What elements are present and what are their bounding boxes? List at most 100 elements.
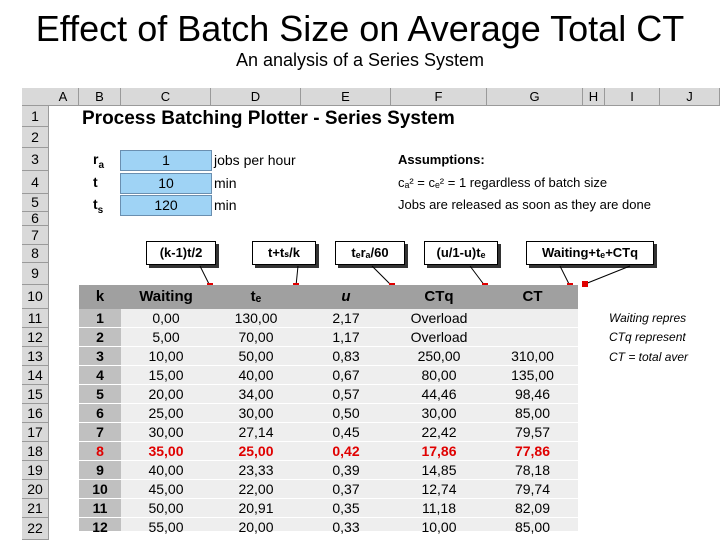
row-header-5[interactable]: 5 [22,194,49,212]
table-cell[interactable]: 250,00 [417,348,461,364]
table-cell[interactable]: 0,37 [332,481,360,497]
row-header-21[interactable]: 21 [22,499,49,518]
table-cell[interactable]: 4 [96,367,104,383]
table-header[interactable]: u [301,285,391,309]
table-cell[interactable] [487,309,578,328]
table-cell[interactable]: 12 [92,519,108,535]
param-input[interactable]: 120 [120,195,212,216]
table-header[interactable]: k [79,285,121,309]
table-cell[interactable]: 9 [96,462,104,478]
table-cell[interactable]: 44,46 [421,386,457,402]
table-cell[interactable]: 30,00 [421,405,457,421]
table-cell[interactable]: 135,00 [511,367,554,383]
row-header-2[interactable]: 2 [22,127,49,148]
table-cell[interactable]: 77,86 [514,443,551,459]
table-cell[interactable]: 25,00 [238,443,274,459]
table-cell[interactable]: 14,85 [421,462,457,478]
row-header-22[interactable]: 22 [22,518,49,540]
column-header-d[interactable]: D [211,88,301,106]
table-cell[interactable]: 5 [96,386,104,402]
table-cell[interactable] [487,328,578,347]
row-header-18[interactable]: 18 [22,442,49,461]
column-header-g[interactable]: G [487,88,583,106]
column-header-a[interactable]: A [48,88,79,106]
table-cell[interactable]: 85,00 [514,519,551,535]
table-cell[interactable]: 10,00 [421,519,457,535]
table-cell[interactable]: 0,57 [332,386,360,402]
table-cell[interactable]: 0,00 [152,310,180,326]
table-cell[interactable]: 70,00 [238,329,274,345]
table-cell[interactable]: 20,00 [148,386,184,402]
table-cell[interactable]: 8 [96,443,104,459]
row-header-15[interactable]: 15 [22,385,49,404]
table-cell[interactable]: 310,00 [511,348,554,364]
table-cell[interactable]: 1 [96,310,104,326]
table-cell[interactable]: 11,18 [422,500,456,516]
table-cell[interactable]: 85,00 [514,405,551,421]
table-cell[interactable]: 2 [96,329,104,345]
row-header-8[interactable]: 8 [22,245,49,263]
table-cell[interactable]: 0,33 [332,519,360,535]
table-cell[interactable]: 1,17 [332,329,360,345]
table-header[interactable]: Waiting [121,285,211,309]
table-header[interactable]: CTq [391,285,487,309]
table-cell[interactable]: 40,00 [238,367,274,383]
table-cell[interactable]: 79,74 [514,481,551,497]
table-cell[interactable]: 0,67 [332,367,360,383]
table-cell[interactable]: 0,83 [332,348,360,364]
table-cell[interactable]: 35,00 [148,443,184,459]
table-cell[interactable]: 0,42 [332,443,360,459]
column-header-e[interactable]: E [301,88,391,106]
table-cell[interactable]: 12,74 [421,481,457,497]
table-cell[interactable]: 22,42 [421,424,457,440]
column-header-b[interactable]: B [79,88,121,106]
table-cell[interactable]: 23,33 [238,462,274,478]
table-cell[interactable]: 10 [92,481,108,497]
table-cell[interactable]: 15,00 [148,367,184,383]
row-header-20[interactable]: 20 [22,480,49,499]
table-cell[interactable]: 45,00 [148,481,184,497]
column-header-c[interactable]: C [121,88,211,106]
table-cell[interactable]: 0,35 [332,500,360,516]
table-header[interactable]: tₑ [211,285,301,309]
column-header-f[interactable]: F [391,88,487,106]
table-cell[interactable]: 98,46 [514,386,551,402]
table-cell[interactable]: 0,50 [332,405,360,421]
row-header-3[interactable]: 3 [22,148,49,171]
row-header-11[interactable]: 11 [22,309,49,328]
column-header-i[interactable]: I [605,88,660,106]
param-input[interactable]: 10 [120,173,212,194]
table-cell[interactable]: 50,00 [238,348,274,364]
table-cell[interactable]: 20,91 [238,500,274,516]
table-cell[interactable]: 22,00 [238,481,274,497]
table-cell[interactable]: 55,00 [148,519,184,535]
row-header-17[interactable]: 17 [22,423,49,442]
table-cell[interactable]: 0,45 [332,424,360,440]
table-cell[interactable]: 5,00 [152,329,180,345]
row-header-14[interactable]: 14 [22,366,49,385]
table-cell[interactable]: Overload [410,310,468,326]
row-header-19[interactable]: 19 [22,461,49,480]
row-header-6[interactable]: 6 [22,211,49,226]
column-header-h[interactable]: H [583,88,605,106]
table-cell[interactable]: 79,57 [514,424,551,440]
table-header[interactable]: CT [487,285,578,309]
table-cell[interactable]: 7 [96,424,104,440]
table-cell[interactable]: 17,86 [421,443,457,459]
row-header-12[interactable]: 12 [22,328,49,347]
table-cell[interactable]: 30,00 [238,405,274,421]
table-cell[interactable]: 6 [96,405,104,421]
row-header-13[interactable]: 13 [22,347,49,366]
row-header-7[interactable]: 7 [22,226,49,245]
row-header-9[interactable]: 9 [22,263,49,285]
table-cell[interactable]: 2,17 [332,310,360,326]
table-cell[interactable]: 80,00 [421,367,457,383]
table-cell[interactable]: 27,14 [238,424,274,440]
table-cell[interactable]: 20,00 [238,519,274,535]
table-cell[interactable]: 40,00 [148,462,184,478]
table-cell[interactable]: 10,00 [148,348,184,364]
table-cell[interactable]: 82,09 [514,500,551,516]
row-header-10[interactable]: 10 [22,285,49,309]
table-cell[interactable]: 0,39 [332,462,360,478]
